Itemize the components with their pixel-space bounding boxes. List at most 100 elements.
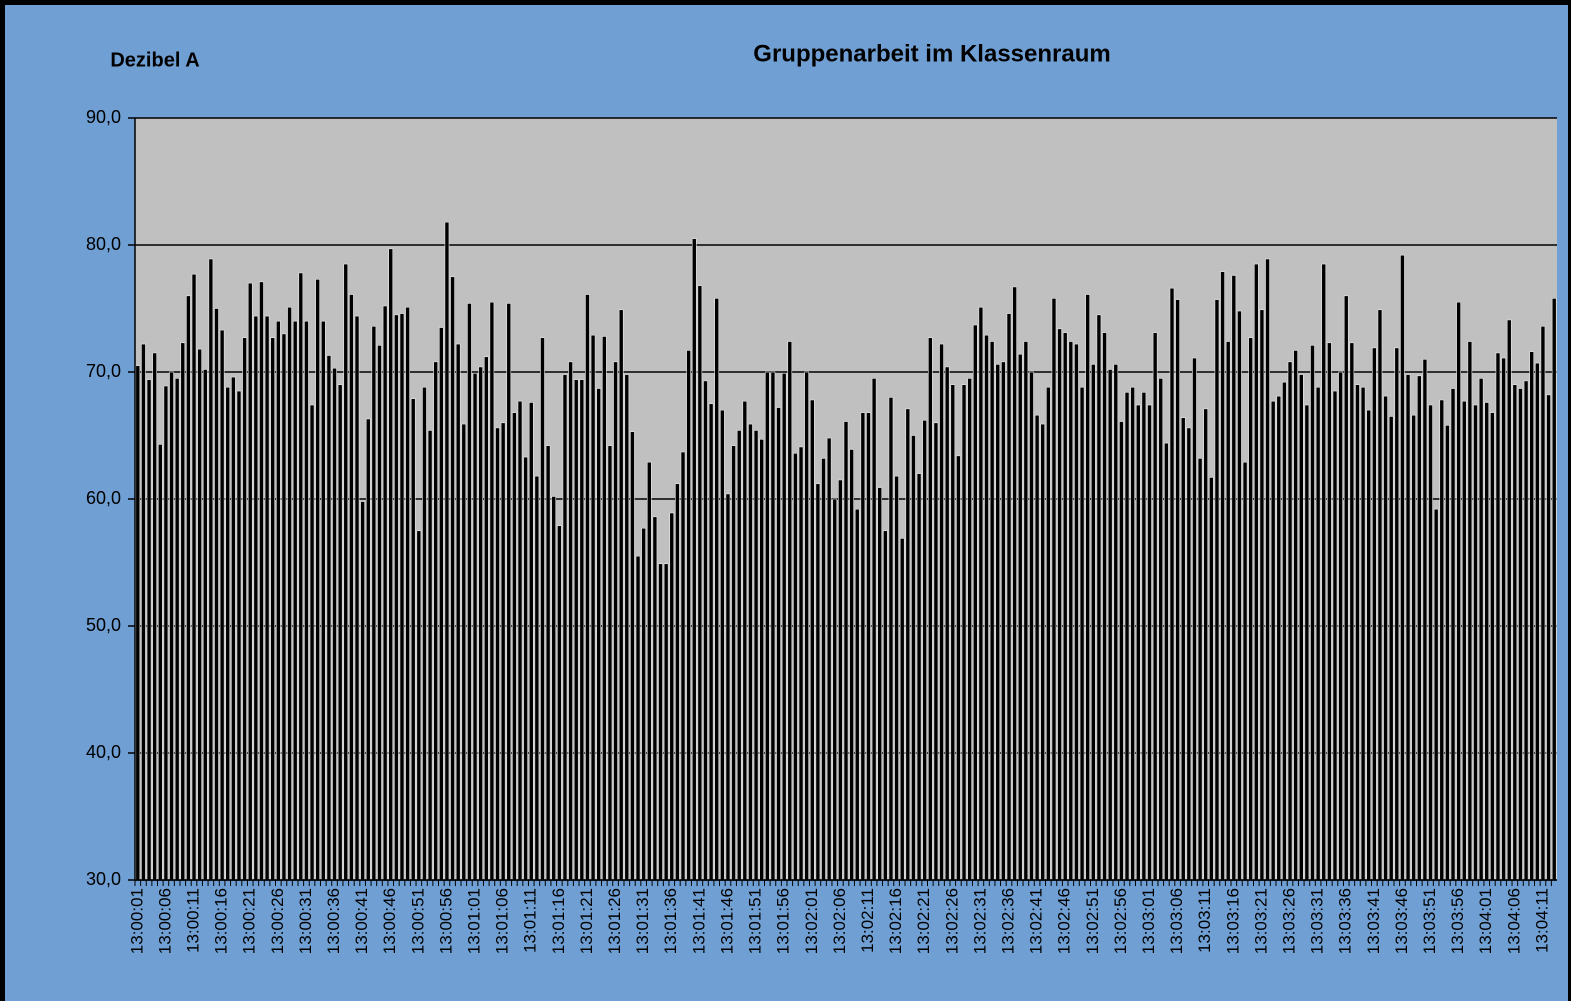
y-tick-label: 70,0 xyxy=(86,361,121,381)
bar xyxy=(1242,461,1248,881)
bar xyxy=(680,451,686,881)
x-tick-label: 13:00:36 xyxy=(324,888,343,954)
bar xyxy=(304,320,309,881)
x-tick-label: 13:01:11 xyxy=(521,888,540,953)
bar xyxy=(601,336,607,881)
bar xyxy=(1450,388,1456,881)
x-tick-label: 13:00:11 xyxy=(184,888,203,953)
bar xyxy=(731,445,736,881)
bar xyxy=(1372,347,1377,881)
bar xyxy=(1141,392,1147,881)
bar xyxy=(1012,286,1017,881)
bar xyxy=(725,493,731,881)
bar xyxy=(1124,392,1130,881)
bar xyxy=(444,221,450,881)
x-tick-label: 13:03:46 xyxy=(1392,888,1411,954)
bar xyxy=(1119,421,1124,881)
bar xyxy=(1220,271,1225,881)
bar xyxy=(1175,299,1180,881)
bar xyxy=(1405,374,1411,881)
bar xyxy=(967,378,972,881)
bar xyxy=(146,379,152,881)
bar xyxy=(894,475,899,881)
x-tick-label: 13:03:51 xyxy=(1420,888,1439,954)
bar xyxy=(1338,371,1343,881)
bar xyxy=(1186,427,1192,881)
bar xyxy=(1411,414,1416,881)
bar xyxy=(540,337,545,881)
bar xyxy=(433,361,439,881)
bar xyxy=(916,473,922,881)
bar xyxy=(961,384,967,881)
bar xyxy=(276,320,281,881)
bar xyxy=(1360,386,1366,881)
bar xyxy=(545,445,551,881)
bar xyxy=(753,430,759,881)
x-tick-label: 13:02:01 xyxy=(802,888,821,954)
bar xyxy=(978,306,984,881)
bar xyxy=(135,365,141,881)
bar xyxy=(1523,380,1529,881)
bar xyxy=(1456,301,1461,881)
bar xyxy=(281,333,287,881)
bar xyxy=(607,445,613,881)
bar xyxy=(377,345,382,881)
x-tick-label: 13:02:11 xyxy=(858,888,877,953)
x-tick-label: 13:04:06 xyxy=(1504,888,1523,954)
bar xyxy=(236,390,242,881)
bar xyxy=(888,397,894,881)
bar xyxy=(270,337,276,881)
x-tick-label: 13:02:16 xyxy=(886,888,905,954)
x-tick-label: 13:00:56 xyxy=(436,888,455,954)
bar xyxy=(309,404,315,881)
bar xyxy=(1180,417,1186,881)
bar xyxy=(1546,394,1551,881)
x-tick-label: 13:01:51 xyxy=(746,888,765,954)
bar xyxy=(781,372,787,881)
x-tick-label: 13:03:36 xyxy=(1336,888,1355,954)
bar xyxy=(804,371,809,881)
bar xyxy=(1062,332,1068,881)
bar xyxy=(927,337,933,881)
bar xyxy=(315,278,320,881)
bar xyxy=(416,530,422,881)
bar xyxy=(1529,351,1535,881)
bar xyxy=(1512,384,1518,881)
bar xyxy=(483,356,489,881)
bar xyxy=(1332,390,1338,881)
bar xyxy=(995,364,1001,881)
x-tick-label: 13:03:01 xyxy=(1139,888,1158,954)
x-tick-label: 13:02:21 xyxy=(914,888,933,954)
bar xyxy=(157,444,163,881)
bar xyxy=(1535,362,1540,881)
bar xyxy=(770,371,776,881)
x-tick-label: 13:01:21 xyxy=(577,888,596,954)
bar xyxy=(1152,332,1158,881)
bar xyxy=(461,423,467,881)
x-tick-label: 13:01:36 xyxy=(661,888,680,954)
bar xyxy=(1366,409,1372,881)
bar xyxy=(1377,309,1383,881)
bar xyxy=(1321,263,1327,881)
bar xyxy=(826,437,832,881)
bar xyxy=(1169,287,1175,881)
bar xyxy=(551,496,557,881)
x-tick-label: 13:00:01 xyxy=(127,888,146,954)
bar xyxy=(1017,353,1023,881)
bar xyxy=(793,452,798,881)
bar xyxy=(1096,314,1102,881)
x-tick-label: 13:01:16 xyxy=(549,888,568,954)
bar xyxy=(287,306,292,881)
bar xyxy=(1237,310,1242,881)
bar xyxy=(214,308,219,881)
bar xyxy=(1416,375,1422,881)
bar xyxy=(568,361,573,881)
y-axis-label: Dezibel A xyxy=(110,49,199,71)
bar xyxy=(523,456,528,881)
bar xyxy=(630,431,635,881)
bar xyxy=(1473,404,1478,881)
bar xyxy=(1467,341,1473,881)
bar xyxy=(427,430,433,881)
bar xyxy=(1293,350,1298,881)
bar xyxy=(1248,337,1254,881)
